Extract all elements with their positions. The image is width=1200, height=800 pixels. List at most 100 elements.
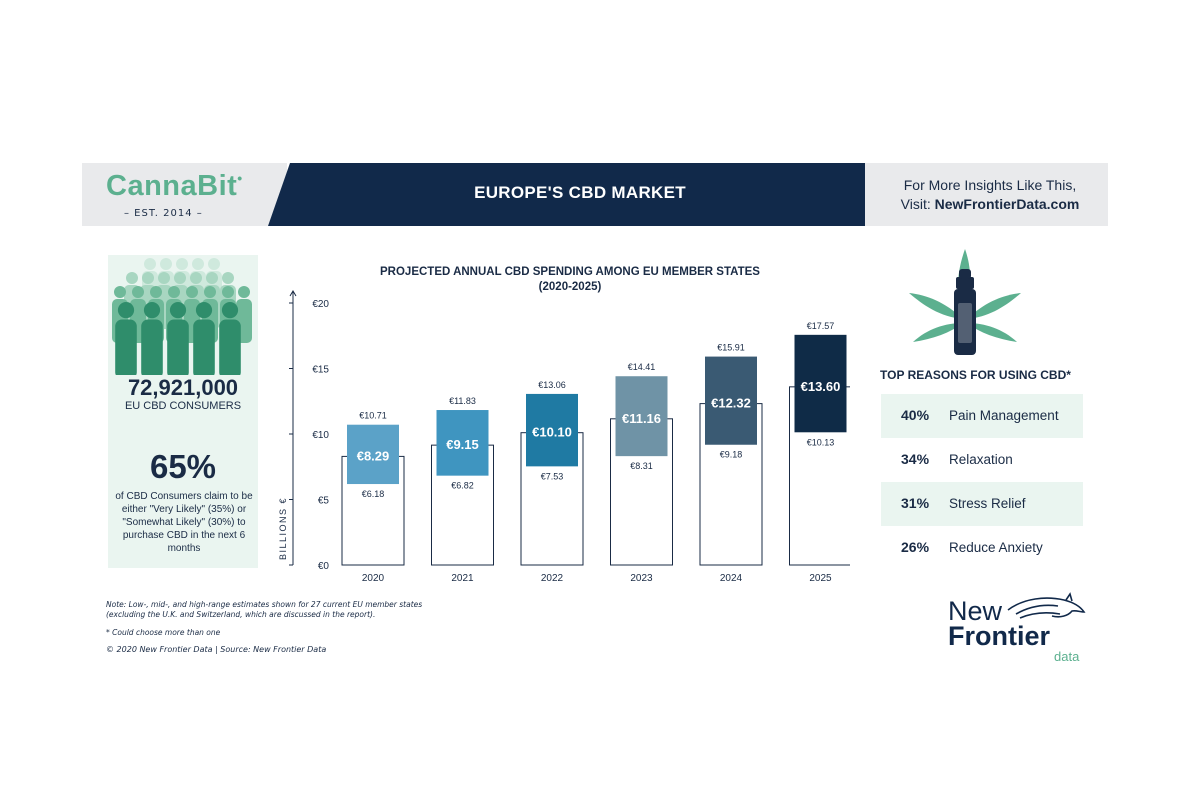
chart-title-block: PROJECTED ANNUAL CBD SPENDING AMONG EU M… — [330, 265, 810, 295]
bar-high-label: €11.83 — [449, 396, 476, 406]
reason-item: 34% Relaxation — [881, 438, 1083, 482]
person-head — [238, 286, 250, 298]
consumers-label: EU CBD CONSUMERS — [124, 400, 242, 412]
bar-low-label: €10.13 — [807, 437, 835, 447]
bar-range — [615, 376, 668, 457]
person-head — [169, 302, 187, 319]
reason-percent: 31% — [901, 495, 930, 511]
person-body — [115, 319, 137, 375]
person-head — [158, 272, 170, 284]
footnote: * Could choose more than one — [106, 628, 221, 637]
purchase-intent-text: of CBD Consumers claim to be either "Ver… — [115, 491, 253, 554]
bar-low-label: €9.18 — [720, 450, 743, 460]
person-head — [192, 258, 204, 270]
reason-label: Pain Management — [949, 408, 1059, 423]
person-head — [150, 286, 162, 298]
reason-label: Reduce Anxiety — [949, 540, 1043, 555]
bar-mid-label: €8.29 — [357, 448, 390, 463]
person-head — [160, 258, 172, 270]
bar-range — [705, 356, 757, 445]
person-head — [132, 286, 144, 298]
logo-line-new: New — [948, 596, 1003, 626]
note-line-1: Note: Low-, mid-, and high-range estimat… — [106, 600, 423, 609]
person-head — [190, 272, 202, 284]
y-tick-label: €10 — [312, 430, 329, 441]
person-head — [126, 272, 138, 284]
consumers-value: 72,921,000 — [127, 375, 239, 400]
person-head — [222, 272, 234, 284]
bar-high-label: €14.41 — [628, 362, 656, 372]
bar-range — [794, 334, 847, 433]
new-frontier-data-logo[interactable]: New Frontier data — [946, 592, 1091, 664]
bar-mid-label: €9.15 — [446, 437, 479, 452]
bar-range — [436, 410, 489, 476]
cannabit-logo[interactable]: CannaBit• — [106, 170, 243, 203]
bar-mid-label: €10.10 — [532, 425, 572, 440]
x-tick-label: 2025 — [809, 573, 832, 584]
cannabis-leaf-dropper-icon — [909, 249, 1021, 355]
person-body — [219, 319, 241, 375]
bar-range — [526, 393, 578, 467]
bar-high-label: €17.57 — [807, 321, 835, 331]
reason-item: 40% Pain Management — [881, 394, 1083, 438]
x-tick-label: 2024 — [720, 573, 743, 584]
header-insight-panel — [865, 163, 1108, 226]
person-head — [114, 286, 126, 298]
person-head — [176, 258, 188, 270]
y-axis-arrow — [289, 290, 297, 297]
horse-icon — [1007, 592, 1086, 619]
y-tick-label: €20 — [312, 299, 329, 310]
bar-high-label: €15.91 — [717, 343, 745, 353]
bar-mid-label: €11.16 — [622, 411, 661, 426]
person-head — [186, 286, 198, 298]
person-head — [142, 272, 154, 284]
bar-high-label: €10.71 — [359, 411, 387, 421]
note-line-2: (excluding the U.K. and Switzerland, whi… — [106, 610, 376, 619]
y-axis-label: BILLIONS € — [278, 497, 288, 560]
cannabit-logo-text: CannaBit — [106, 170, 238, 202]
person-head — [206, 272, 218, 284]
y-tick-label: €15 — [312, 365, 329, 376]
bar-low-label: €7.53 — [541, 471, 564, 481]
logo-dot-icon: • — [237, 170, 243, 186]
logo-line-data: data — [1054, 649, 1080, 664]
person-head — [208, 258, 220, 270]
person-body — [193, 319, 215, 375]
reasons-title: TOP REASONS FOR USING CBD* — [880, 368, 1071, 382]
x-tick-label: 2021 — [451, 573, 474, 584]
reason-percent: 26% — [901, 539, 930, 555]
person-body — [167, 319, 189, 375]
bar-mid-label: €13.60 — [801, 379, 841, 394]
person-head — [117, 302, 135, 319]
page-title: EUROPE'S CBD MARKET — [474, 183, 686, 202]
bar-low-label: €8.31 — [630, 461, 653, 471]
person-head — [143, 302, 161, 319]
reason-item: 26% Reduce Anxiety — [881, 526, 1083, 570]
person-head — [195, 302, 213, 319]
y-tick-label: €5 — [318, 496, 330, 507]
person-head — [222, 286, 234, 298]
insight-callout: For More Insights Like This, Visit: NewF… — [870, 176, 1110, 214]
bar-high-label: €13.06 — [538, 380, 566, 390]
logo-line-frontier: Frontier — [948, 621, 1050, 651]
people-icon — [112, 258, 252, 375]
bar-low-label: €6.82 — [451, 481, 474, 491]
reason-label: Relaxation — [949, 452, 1013, 467]
brand-est: – EST. 2014 – — [124, 208, 203, 219]
website-link[interactable]: NewFrontierData.com — [934, 196, 1080, 212]
y-tick-label: €0 — [318, 561, 330, 572]
person-head — [174, 272, 186, 284]
spending-bar-chart: €0 €5 €10 €15 €20 BILLIONS € €8.29 €10.71 €6.18 2… — [278, 290, 850, 584]
x-tick-label: 2022 — [541, 573, 564, 584]
person-body — [141, 319, 163, 375]
header-brand-panel — [82, 163, 287, 226]
x-tick-label: 2023 — [630, 573, 653, 584]
reason-item: 31% Stress Relief — [881, 482, 1083, 526]
copyright: © 2020 New Frontier Data | Source: New F… — [106, 645, 327, 654]
bar-range — [347, 424, 399, 485]
reason-percent: 34% — [901, 451, 930, 467]
reason-percent: 40% — [901, 407, 930, 423]
reason-label: Stress Relief — [949, 496, 1026, 511]
chart-subtitle: (2020-2025) — [538, 281, 602, 293]
purchase-intent-value: 65% — [149, 448, 217, 485]
